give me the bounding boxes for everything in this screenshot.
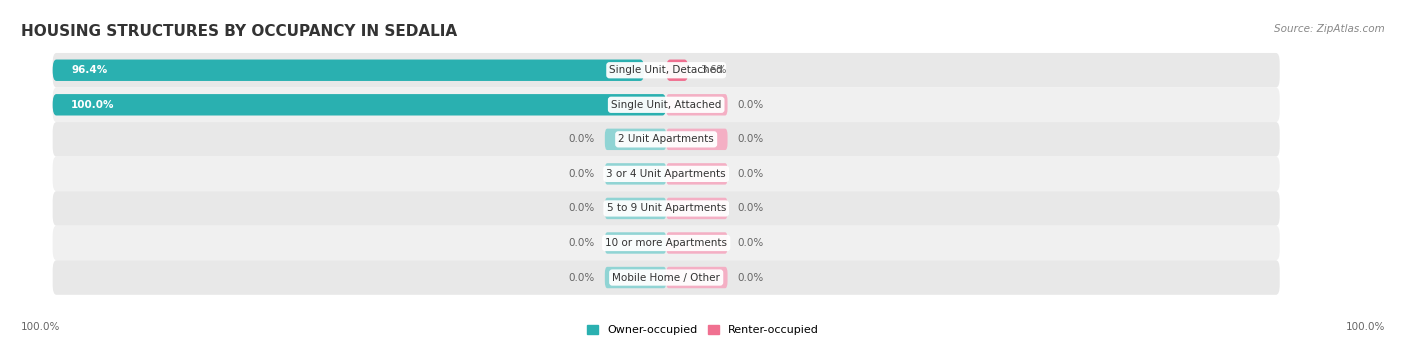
- Text: 0.0%: 0.0%: [737, 169, 763, 179]
- FancyBboxPatch shape: [52, 260, 1279, 295]
- Text: 5 to 9 Unit Apartments: 5 to 9 Unit Apartments: [606, 204, 725, 213]
- Text: 96.4%: 96.4%: [72, 65, 107, 75]
- Text: 2 Unit Apartments: 2 Unit Apartments: [619, 134, 714, 144]
- FancyBboxPatch shape: [605, 232, 666, 254]
- Text: Single Unit, Detached: Single Unit, Detached: [609, 65, 723, 75]
- Text: 0.0%: 0.0%: [569, 134, 595, 144]
- FancyBboxPatch shape: [666, 232, 727, 254]
- FancyBboxPatch shape: [666, 163, 727, 184]
- FancyBboxPatch shape: [666, 129, 727, 150]
- FancyBboxPatch shape: [666, 267, 727, 288]
- FancyBboxPatch shape: [52, 94, 666, 116]
- FancyBboxPatch shape: [52, 157, 1279, 191]
- Legend: Owner-occupied, Renter-occupied: Owner-occupied, Renter-occupied: [586, 325, 820, 336]
- Text: 3.6%: 3.6%: [700, 65, 727, 75]
- Text: 10 or more Apartments: 10 or more Apartments: [605, 238, 727, 248]
- Text: 0.0%: 0.0%: [569, 204, 595, 213]
- Text: HOUSING STRUCTURES BY OCCUPANCY IN SEDALIA: HOUSING STRUCTURES BY OCCUPANCY IN SEDAL…: [21, 24, 457, 39]
- FancyBboxPatch shape: [605, 198, 666, 219]
- FancyBboxPatch shape: [52, 53, 1279, 88]
- FancyBboxPatch shape: [52, 191, 1279, 226]
- Text: 0.0%: 0.0%: [737, 238, 763, 248]
- Text: 0.0%: 0.0%: [569, 169, 595, 179]
- Text: 0.0%: 0.0%: [737, 100, 763, 110]
- Text: 0.0%: 0.0%: [737, 134, 763, 144]
- Text: Source: ZipAtlas.com: Source: ZipAtlas.com: [1274, 24, 1385, 34]
- FancyBboxPatch shape: [52, 226, 1279, 260]
- Text: 3 or 4 Unit Apartments: 3 or 4 Unit Apartments: [606, 169, 725, 179]
- FancyBboxPatch shape: [605, 163, 666, 184]
- FancyBboxPatch shape: [52, 88, 1279, 122]
- FancyBboxPatch shape: [666, 198, 727, 219]
- Text: 100.0%: 100.0%: [21, 322, 60, 332]
- Text: 100.0%: 100.0%: [1346, 322, 1385, 332]
- FancyBboxPatch shape: [605, 129, 666, 150]
- FancyBboxPatch shape: [666, 60, 689, 81]
- Text: 0.0%: 0.0%: [737, 204, 763, 213]
- Text: 0.0%: 0.0%: [569, 238, 595, 248]
- FancyBboxPatch shape: [605, 267, 666, 288]
- Text: Single Unit, Attached: Single Unit, Attached: [612, 100, 721, 110]
- FancyBboxPatch shape: [52, 122, 1279, 157]
- FancyBboxPatch shape: [666, 94, 727, 116]
- FancyBboxPatch shape: [52, 60, 644, 81]
- Text: Mobile Home / Other: Mobile Home / Other: [612, 272, 720, 283]
- Text: 0.0%: 0.0%: [569, 272, 595, 283]
- Text: 100.0%: 100.0%: [72, 100, 114, 110]
- Text: 0.0%: 0.0%: [737, 272, 763, 283]
